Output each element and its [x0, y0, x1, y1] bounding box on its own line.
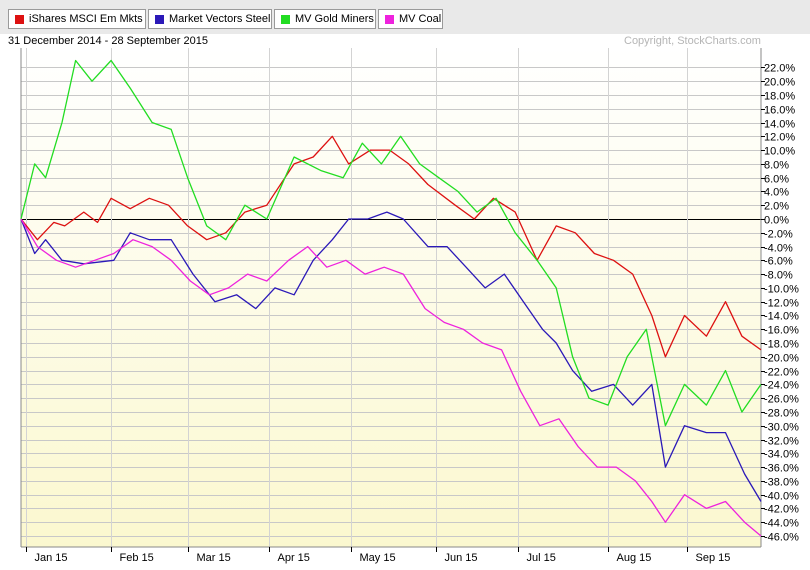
- y-tick-label: -28.0%: [764, 408, 799, 420]
- x-tick-label: May 15: [360, 552, 396, 564]
- y-tick-label: 6.0%: [764, 174, 789, 186]
- y-tick-label: -34.0%: [764, 449, 799, 461]
- y-tick-label: 22.0%: [764, 63, 795, 75]
- series-line-market-vectors-steel: [20, 211, 762, 502]
- y-axis: 22.0% 20.0% 18.0% 16.0% 14.0%12.0% 10.0% 8.0% 6…: [761, 63, 799, 544]
- legend-swatch-icon: [15, 15, 24, 24]
- y-tick-label: 18.0%: [764, 91, 795, 103]
- y-tick-label: -14.0%: [764, 311, 799, 323]
- legend-label: iShares MSCI Em Mkts: [29, 13, 143, 25]
- y-tick-label: -42.0%: [764, 504, 799, 516]
- legend-label: MV Gold Miners: [295, 13, 374, 25]
- legend-item-market-vectors-steel[interactable]: Market Vectors Steel: [148, 9, 272, 29]
- y-tick-label: -26.0%: [764, 394, 799, 406]
- y-tick-label: 10.0%: [764, 146, 795, 158]
- x-tick-label: Jun 15: [445, 552, 478, 564]
- x-tick-label: Jul 15: [527, 552, 556, 564]
- y-tick-label: -8.0%: [764, 270, 793, 282]
- series-lines: [20, 59, 762, 537]
- legend-item-mv-coal[interactable]: MV Coal: [378, 9, 443, 29]
- legend-item-ishares-msci-em-mkts[interactable]: iShares MSCI Em Mkts: [8, 9, 146, 29]
- y-tick-label: -12.0%: [764, 298, 799, 310]
- y-tick-label: 4.0%: [764, 187, 789, 199]
- y-tick-label: 0.0%: [764, 215, 789, 227]
- y-tick-label: -16.0%: [764, 325, 799, 337]
- y-tick-label: 16.0%: [764, 105, 795, 117]
- y-tick-label: -38.0%: [764, 477, 799, 489]
- series-line-mv-coal: [20, 218, 762, 537]
- plot-area: [21, 48, 761, 547]
- copyright-notice: Copyright, StockCharts.com: [624, 35, 761, 47]
- legend-swatch-icon: [281, 15, 290, 24]
- x-axis: Jan 15 Feb 15 Mar 15 Apr 15 May 15 Jun 15 Jul …: [26, 547, 731, 564]
- gridlines: [21, 48, 761, 547]
- y-tick-label: -24.0%: [764, 380, 799, 392]
- y-tick-label: -30.0%: [764, 422, 799, 434]
- x-tick-label: Feb 15: [120, 552, 154, 564]
- y-tick-label: -20.0%: [764, 353, 799, 365]
- series-line-mv-gold-miners: [20, 59, 762, 427]
- y-tick-label: -4.0%: [764, 243, 793, 255]
- x-tick-label: Aug 15: [617, 552, 652, 564]
- y-tick-label: -22.0%: [764, 367, 799, 379]
- x-tick-label: Sep 15: [696, 552, 731, 564]
- legend-swatch-icon: [385, 15, 394, 24]
- x-tick-label: Apr 15: [278, 552, 310, 564]
- series-line-ishares-msci-em-mkts: [20, 135, 762, 358]
- y-tick-label: -44.0%: [764, 518, 799, 530]
- y-tick-label: 8.0%: [764, 160, 789, 172]
- y-tick-label: 12.0%: [764, 132, 795, 144]
- date-range: 31 December 2014 - 28 September 2015: [8, 35, 208, 47]
- legend-bar: iShares MSCI Em Mkts Market Vectors Stee…: [0, 0, 810, 34]
- y-tick-label: -32.0%: [764, 436, 799, 448]
- y-tick-label: -6.0%: [764, 256, 793, 268]
- y-tick-label: 14.0%: [764, 119, 795, 131]
- legend-label: MV Coal: [399, 13, 442, 25]
- y-tick-label: -40.0%: [764, 491, 799, 503]
- y-tick-label: -36.0%: [764, 463, 799, 475]
- y-tick-label: 20.0%: [764, 77, 795, 89]
- legend-label: Market Vectors Steel: [169, 13, 271, 25]
- x-tick-label: Jan 15: [35, 552, 68, 564]
- legend-item-mv-gold-miners[interactable]: MV Gold Miners: [274, 9, 376, 29]
- y-tick-label: -18.0%: [764, 339, 799, 351]
- y-tick-label: -46.0%: [764, 532, 799, 544]
- x-tick-label: Mar 15: [197, 552, 231, 564]
- y-tick-label: 2.0%: [764, 201, 789, 213]
- y-tick-label: -10.0%: [764, 284, 799, 296]
- y-tick-label: -2.0%: [764, 229, 793, 241]
- legend-swatch-icon: [155, 15, 164, 24]
